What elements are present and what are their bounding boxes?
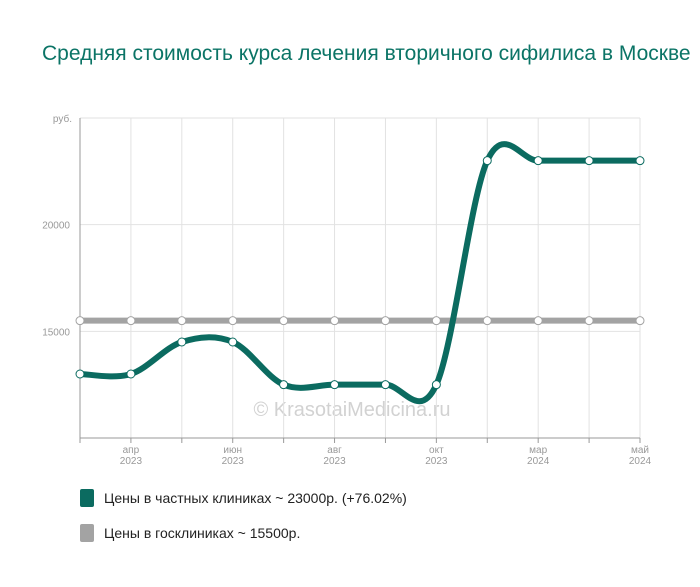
data-point: [431, 316, 441, 326]
data-point: [635, 316, 645, 326]
legend-label: Цены в частных клиниках ~ 23000р. (+76.0…: [104, 490, 407, 506]
data-point: [177, 316, 187, 326]
x-tick-label: июн 2023: [222, 445, 245, 467]
chart-title: Средняя стоимость курса лечения вторично…: [42, 42, 691, 65]
data-point: [330, 380, 340, 390]
data-point: [431, 380, 441, 390]
data-point: [482, 316, 492, 326]
data-point: [177, 337, 187, 347]
watermark: © KrasotaiMedicina.ru: [253, 399, 450, 421]
data-point: [279, 380, 289, 390]
x-tick-label: окт 2023: [425, 445, 448, 467]
data-point: [635, 156, 645, 166]
series-line: [79, 141, 640, 405]
data-point: [279, 316, 289, 326]
x-tick-label: мар 2024: [527, 445, 550, 467]
x-tick-label: май 2024: [629, 445, 652, 467]
data-point: [75, 316, 85, 326]
data-point: [533, 316, 543, 326]
data-point: [584, 156, 594, 166]
data-point: [75, 369, 85, 379]
data-point: [126, 369, 136, 379]
data-point: [330, 316, 340, 326]
y-unit: руб.: [53, 113, 72, 125]
y-tick-label: 20000: [42, 221, 70, 232]
data-point: [482, 156, 492, 166]
data-point: [380, 380, 390, 390]
data-point: [584, 316, 594, 326]
legend-label: Цены в госклиниках ~ 15500р.: [104, 525, 300, 541]
legend-swatch: [80, 489, 94, 507]
data-point: [228, 316, 238, 326]
data-point: [228, 337, 238, 347]
legend-swatch: [80, 524, 94, 542]
data-point: [533, 156, 543, 166]
y-tick-label: 15000: [42, 327, 70, 338]
data-point: [126, 316, 136, 326]
x-tick-label: авг 2023: [323, 445, 346, 467]
data-point: [380, 316, 390, 326]
x-tick-label: апр 2023: [120, 445, 143, 467]
